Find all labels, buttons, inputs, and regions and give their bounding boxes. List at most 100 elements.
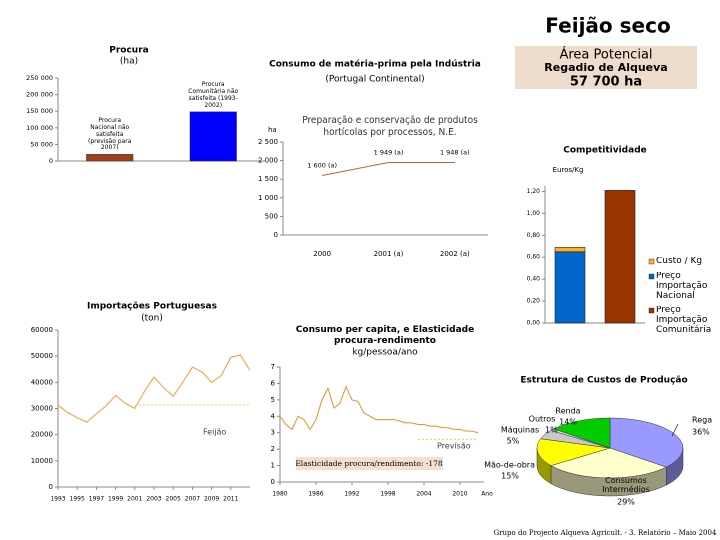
y-tick-label: 1 000 <box>258 194 278 202</box>
x-tick-label: 1992 <box>344 491 359 498</box>
y-tick-label: 1,00 <box>527 210 541 217</box>
legend-label: Preço Importação Nacional <box>656 272 708 301</box>
chart-subtitle: kg/pessoa/ano <box>352 348 418 358</box>
slice-label: Mão-de-obra <box>484 461 535 470</box>
bar <box>86 154 134 162</box>
y-tick-label: 50 000 <box>30 140 53 148</box>
inner-title: Preparação e conservação de produtos hor… <box>302 115 478 138</box>
legend-label-box: Preço Importação Comunitária <box>656 306 712 335</box>
x-tick-label: 2004 <box>416 491 431 498</box>
y-tick-label: 250 000 <box>26 74 53 82</box>
y-axis-label: Euros/Kg <box>553 166 584 174</box>
x-tick-label: 2005 <box>166 496 181 503</box>
y-tick-label: 5 <box>271 396 275 404</box>
y-tick-label: 0 <box>274 231 278 239</box>
y-tick-label: 4 <box>271 412 276 420</box>
page-title: Feijão seco <box>545 14 670 38</box>
y-tick-label: 40000 <box>31 378 53 386</box>
y-axis-label: ha <box>268 126 277 134</box>
category-label: Procura Nacional não satisfeita (previsã… <box>88 116 132 152</box>
series-label: Previsão <box>437 442 471 451</box>
highlight-label: Área Potencial <box>559 47 652 63</box>
x-tick-label: 2010 <box>452 491 467 498</box>
x-tick-label: 1980 <box>272 491 287 498</box>
y-tick-label: 30000 <box>31 405 53 413</box>
x-tick-label: 1998 <box>380 491 395 498</box>
data-label: 1 948 (a) <box>440 149 470 157</box>
x-tick-label: 1999 <box>108 496 123 503</box>
y-tick-label: 0,80 <box>527 232 541 239</box>
legend-label: Custo / Kg <box>656 257 703 266</box>
data-label: 1 600 (a) <box>307 161 337 169</box>
y-tick-label: 3 <box>271 429 275 437</box>
legend-swatch <box>648 273 655 280</box>
pie-slice <box>550 447 667 479</box>
data-label: 1 949 (a) <box>374 148 404 156</box>
x-tick-label: 2011 <box>223 496 238 503</box>
legend-label: Preço Importação Comunitária <box>656 306 712 335</box>
annotation: Elasticidade procura/rendimento: -178 <box>295 459 443 468</box>
y-tick-label: 0,00 <box>527 320 541 327</box>
x-tick-label: 2000 <box>313 250 331 258</box>
legend-label-box: Preço Importação Nacional <box>656 272 708 301</box>
slice-label: Renda <box>555 407 580 416</box>
pie-slice <box>536 438 611 466</box>
slice-label: Rega <box>692 416 712 425</box>
x-tick-label: 1986 <box>308 491 323 498</box>
x-tick-label: 2002 (a) <box>440 250 470 258</box>
y-tick-label: 0 <box>49 157 53 165</box>
legend-swatch <box>648 258 655 265</box>
category-label-box: Procura Nacional não satisfeita (previsã… <box>88 116 132 152</box>
category-label-box: Procura Comunitária não satisfeita (1993… <box>188 81 238 109</box>
slice-value-label: 15% <box>501 472 519 481</box>
legend-label-box: Custo / Kg <box>656 257 703 266</box>
chart-title: Importações Portuguesas <box>87 302 217 312</box>
slice-label-box: Consumos Intermédios <box>602 475 650 494</box>
annotation-box <box>296 457 443 470</box>
y-tick-label: 0,20 <box>527 298 541 305</box>
pie-slice <box>609 417 684 468</box>
y-tick-label: 20000 <box>31 431 53 439</box>
y-tick-label: 60000 <box>31 326 53 334</box>
y-tick-label: 0,60 <box>527 254 541 261</box>
chart-title: Procura <box>109 46 148 56</box>
footer: Grupo do Projecto Alqueva Agricult. - 3.… <box>494 529 717 537</box>
highlight-value: 57 700 ha <box>570 75 642 90</box>
chart-title: Consumo de matéria-prima pela Indústria <box>269 59 481 70</box>
y-tick-label: 10000 <box>31 457 53 465</box>
y-tick-label: 2 500 <box>258 138 278 146</box>
y-tick-label: 100 000 <box>26 124 53 132</box>
slice-label: Outros <box>529 415 556 424</box>
x-tick-label: 2001 <box>127 496 142 503</box>
highlight-sublabel: Regadio de Alqueva <box>544 61 667 74</box>
chart-title: Estrutura de Custos de Produção <box>520 376 687 386</box>
y-tick-label: 1,20 <box>527 188 541 195</box>
slice-label: Consumos Intermédios <box>602 475 650 494</box>
bar-segment <box>604 190 636 324</box>
y-tick-label: 7 <box>271 363 275 371</box>
y-tick-label: 2 <box>271 445 275 453</box>
bar-segment <box>554 251 586 324</box>
line-series <box>57 354 251 423</box>
chart-subtitle: (ton) <box>141 314 163 324</box>
highlight-box <box>515 46 697 89</box>
bar <box>189 111 237 162</box>
bar-segment <box>554 247 586 253</box>
y-tick-label: 1 <box>271 462 275 470</box>
chart-subtitle: (ha) <box>120 57 138 67</box>
y-tick-label: 2 000 <box>258 157 278 165</box>
x-tick-label: 1997 <box>89 496 104 503</box>
slice-value-label: 36% <box>692 428 710 437</box>
x-tick-label: 2001 (a) <box>374 250 404 258</box>
y-tick-label: 200 000 <box>26 91 53 99</box>
x-tick-label: 1995 <box>70 496 85 503</box>
y-tick-label: 150 000 <box>26 107 53 115</box>
inner-title-box: Preparação e conservação de produtos hor… <box>302 115 478 138</box>
legend-swatch <box>648 307 655 314</box>
chart-subtitle: (Portugal Continental) <box>325 75 424 85</box>
chart-title-box: Consumo per capita, e Elasticidade procu… <box>296 325 474 345</box>
slice-value-label: 29% <box>617 498 635 507</box>
y-tick-label: 1 500 <box>258 175 278 183</box>
pie-slice <box>553 417 611 449</box>
